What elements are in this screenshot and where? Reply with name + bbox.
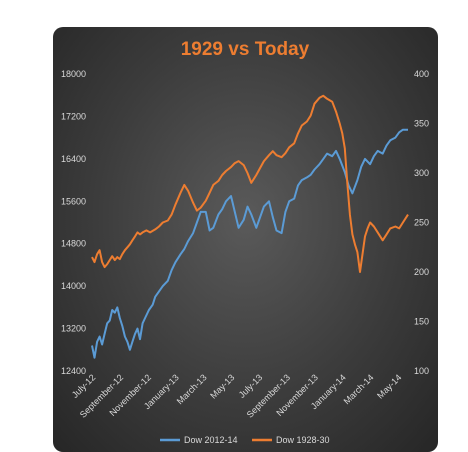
- legend: Dow 2012-14 Dow 1928-30: [160, 435, 330, 445]
- series-line-dow-2012-14: [91, 128, 408, 359]
- right-tick-label: 350: [414, 119, 429, 129]
- x-tick-label: July-12: [70, 372, 98, 400]
- chart-panel: [53, 27, 438, 452]
- left-tick-label: 12400: [61, 366, 86, 376]
- right-tick-label: 400: [414, 69, 429, 79]
- x-tick-label: May-13: [208, 372, 236, 400]
- chart-title: 1929 vs Today: [181, 39, 310, 60]
- left-axis: 12400 13200 14000 14800 15600 16400 17200 18000: [61, 69, 86, 376]
- x-tick-label: July-13: [237, 372, 265, 400]
- left-tick-label: 14000: [61, 281, 86, 291]
- x-tick-label: May-14: [375, 372, 403, 400]
- right-tick-label: 200: [414, 267, 429, 277]
- x-tick-label: March-13: [175, 372, 209, 406]
- left-tick-label: 14800: [61, 239, 86, 249]
- x-axis: July-12September-12November-12January-13…: [70, 372, 404, 419]
- legend-label: Dow 1928-30: [276, 435, 330, 445]
- left-tick-label: 13200: [61, 324, 86, 334]
- right-tick-label: 250: [414, 218, 429, 228]
- left-tick-label: 17200: [61, 111, 86, 121]
- left-tick-label: 15600: [61, 196, 86, 206]
- x-tick-label: March-14: [342, 372, 376, 406]
- series-lines: [91, 94, 409, 359]
- right-axis: 100 150 200 250 300 350 400: [414, 69, 429, 376]
- left-tick-label: 18000: [61, 69, 86, 79]
- right-tick-label: 100: [414, 366, 429, 376]
- right-tick-label: 150: [414, 317, 429, 327]
- right-tick-label: 300: [414, 168, 429, 178]
- legend-label: Dow 2012-14: [184, 435, 238, 445]
- left-tick-label: 16400: [61, 154, 86, 164]
- series-line-dow-1928-30: [91, 94, 409, 273]
